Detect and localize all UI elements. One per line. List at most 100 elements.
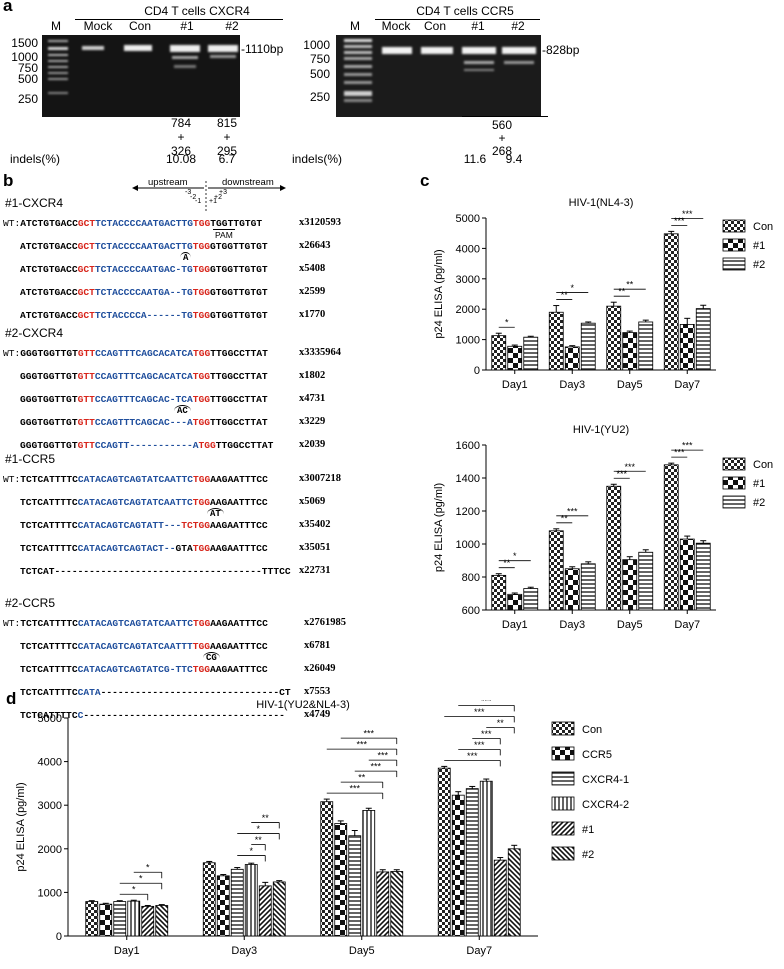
significance-label: ***	[467, 751, 478, 761]
y-tick-label: 2000	[38, 844, 62, 856]
sequence-segment: TGG	[192, 264, 211, 275]
x-tick-label: Day5	[617, 619, 643, 631]
sequence-segment: CATACAGTCAGTATCG-TTC	[77, 664, 193, 675]
gel-left-indels-1: 10.08	[165, 152, 197, 166]
sequence-segment: GCT	[77, 287, 95, 298]
significance-label: *	[513, 551, 517, 561]
y-tick-label: 0	[56, 931, 62, 943]
gel-left-marker-250: 250	[17, 92, 38, 106]
significance-label: ***	[370, 762, 381, 772]
gel-left-title-line	[75, 19, 283, 20]
bar	[437, 767, 451, 937]
y-tick-label: 1400	[456, 473, 480, 485]
gel-left-marker-500: 500	[17, 72, 38, 86]
sequence-segment: TTGGCCTTAT	[210, 348, 268, 359]
bar	[507, 345, 523, 371]
bar	[695, 542, 711, 611]
bar	[99, 903, 113, 937]
gel-right-band-label: -828bp	[542, 43, 580, 57]
bar	[523, 588, 539, 611]
sequence-segment: TGG	[192, 371, 211, 382]
sequence-segment: GGGTGGTTGT	[20, 348, 78, 359]
legend-swatch	[551, 771, 575, 786]
read-count: x4731	[299, 393, 326, 404]
significance-label: **	[358, 773, 366, 783]
legend-label: #1	[753, 240, 765, 252]
x-tick-label: Day7	[674, 619, 700, 631]
mutant-sequence: TCTCATTTTCCATA--------------------------…	[20, 687, 291, 698]
gel-right-indels-2: 9.4	[505, 152, 523, 166]
gel-left-lane-mock: Mock	[83, 19, 113, 33]
gel-right-lane-2: #2	[511, 19, 525, 33]
bar	[216, 875, 230, 937]
gel-left-band-label: -1110bp	[241, 42, 284, 56]
legend-swatch	[722, 457, 746, 471]
y-tick-label: 1600	[456, 440, 480, 452]
sequence-segment: TCTACCCCAATGACTTG	[94, 241, 193, 252]
y-tick-label: 2000	[456, 304, 480, 316]
mutant-sequence: GGGTGGTTGTGTTCCAGTT-----------ATGGTTGGCC…	[20, 440, 273, 451]
sequence-segment: AAGAATTTCC	[210, 474, 268, 485]
sequence-segment: CATACAGTCAGTATCAATTC	[77, 497, 193, 508]
significance-label: ***	[624, 462, 635, 472]
significance-label: ***	[674, 216, 685, 226]
bar	[376, 871, 390, 937]
sequence-segment: TCTACCCCAATGACTTG	[95, 218, 194, 229]
bar	[479, 780, 493, 937]
legend-swatch	[551, 746, 575, 761]
sequence-segment: GGGTGGTTGT	[20, 440, 78, 451]
significance-label: **	[503, 558, 511, 568]
wt-sequence: WT:TCTCATTTTCCATACAGTCAGTATCAATTCTGGAAGA…	[3, 618, 268, 629]
gel-right-lane-con: Con	[423, 19, 446, 33]
significance-label: ***	[356, 740, 367, 750]
y-axis-label: p24 ELISA (pg/ml)	[433, 483, 445, 572]
significance-label: **	[497, 718, 505, 728]
wt-prefix: WT:	[3, 348, 21, 359]
gel-left-marker-750: 750	[17, 61, 38, 75]
significance-label: ***	[474, 707, 485, 717]
significance-label: **	[561, 290, 569, 300]
sequence-segment: AAGAATTTCC	[210, 520, 268, 531]
gel-left-frag1-b: 326	[170, 144, 192, 158]
legend-swatch	[722, 219, 746, 233]
x-tick-label: Day7	[674, 379, 700, 391]
sequence-segment: TCTCATTTTC	[20, 497, 78, 508]
upstream-downstream-arrows	[132, 181, 286, 212]
significance-label: ***	[616, 469, 627, 479]
sequence-group-title: #2-CXCR4	[5, 326, 64, 340]
sequence-segment: GTGGTTGTGT	[210, 310, 268, 321]
sequence-segment: TTGGCCTTAT	[210, 371, 268, 382]
bar	[606, 485, 622, 611]
bar	[663, 464, 679, 611]
read-count: x6781	[304, 640, 331, 651]
sequence-segment: ATCTGTGACC	[20, 287, 78, 298]
bar	[622, 332, 638, 371]
mutant-sequence: TCTCATTTTCCATACAGTCAGTATT---TCTGGAAGAATT…	[20, 520, 268, 531]
gel-left-indels-label: indels(%)	[10, 152, 61, 166]
bar	[548, 530, 564, 611]
pam-label: PAM	[213, 229, 235, 240]
sequence-segment: ATCTGTGACC	[20, 264, 78, 275]
gel-left-lane-2: #2	[225, 19, 239, 33]
sequence-segment: -------------------------------CT	[100, 687, 291, 698]
bar	[230, 868, 244, 937]
sequence-segment: TGG	[192, 310, 211, 321]
x-tick-label: Day1	[502, 619, 528, 631]
sequence-segment: GGGTGGTTGT	[20, 417, 78, 428]
panel-d-letter: d	[6, 689, 17, 708]
read-count: x3007218	[299, 473, 341, 484]
bar	[564, 568, 580, 611]
wt-sequence: WT:GGGTGGTTGTGTTCCAGTTTCAGCACATCATGGTTGG…	[3, 348, 268, 359]
gel-left-frag1: 784 + 326	[166, 116, 196, 158]
gel-right-title-line	[375, 19, 540, 20]
significance-label: *	[249, 846, 253, 856]
bar	[85, 901, 99, 937]
sequence-segment: GCT	[77, 264, 95, 275]
pos-m3: -3	[185, 189, 192, 196]
read-count: x22731	[299, 565, 331, 576]
sequence-segment: TGG	[192, 543, 211, 554]
mutant-sequence: GGGTGGTTGTGTTCCAGTTTCAGCAC---ATGGTTGGCCT…	[20, 417, 268, 428]
significance-label: *	[570, 283, 574, 293]
x-tick-label: Day3	[231, 945, 257, 957]
sequence-segment: GCT	[77, 218, 96, 229]
